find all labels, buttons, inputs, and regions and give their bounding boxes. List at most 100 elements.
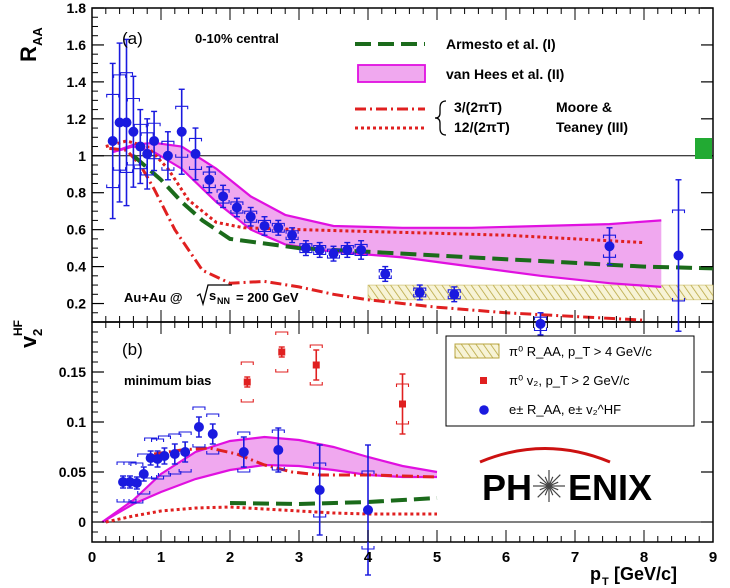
legend-moore12-label: 12/(2πT) <box>454 119 510 135</box>
yb-tick-label-2: 0.1 <box>67 414 87 430</box>
raa-electron-point-5 <box>142 148 153 159</box>
x-tick-label-4: 4 <box>364 549 373 566</box>
raa-electron-point-7 <box>162 150 173 161</box>
ya-tick-label-8: 1.8 <box>67 0 87 16</box>
panel-a-electron-points <box>106 38 686 336</box>
raa-electron-point-1 <box>114 117 125 128</box>
v2-electron-syst-bracket-5 <box>151 438 165 480</box>
raa-electron-point-8 <box>176 126 187 137</box>
raa-electron-point-24 <box>449 289 460 300</box>
x-tick-label-7: 7 <box>571 549 579 566</box>
v2-electron-point-11 <box>238 447 249 457</box>
v2-electron-point-13 <box>314 485 325 495</box>
raa-electron-point-13 <box>245 211 256 222</box>
panel-a-label: (a) <box>122 29 143 48</box>
v2-pi0-point-1 <box>278 348 286 356</box>
legend-moore-name-1: Moore & <box>556 99 612 115</box>
logo-star-ray <box>548 481 559 487</box>
v2-pi0-syst-bracket-0 <box>240 361 254 403</box>
v2-moore-12-curve <box>105 505 437 524</box>
raa-electron-point-25 <box>535 318 546 329</box>
raa-electron-point-26 <box>604 241 615 252</box>
raa-electron-point-19 <box>328 248 339 259</box>
system-prefix: Au+Au @ <box>124 290 183 305</box>
raa-electron-point-6 <box>149 135 160 146</box>
ya-tick-label-0: 0.2 <box>67 296 87 312</box>
logo-star-ray <box>539 481 550 487</box>
v2-moore-3-curve <box>153 446 438 479</box>
v2-electron-point-0 <box>118 477 129 487</box>
ya-tick-label-5: 1.2 <box>67 111 87 127</box>
panel-a-legend: Armesto et al. (I) van Hees et al. (II) … <box>355 36 628 136</box>
v2-pi0-point-0 <box>243 378 251 386</box>
logo-star-ray <box>548 485 559 491</box>
x-tick-label-1: 1 <box>157 549 165 566</box>
v2-electron-point-2 <box>131 478 142 488</box>
x-title-unit: [GeV/c] <box>614 564 677 584</box>
sqrt-sign-icon <box>196 284 232 307</box>
x-tick-label-8: 8 <box>640 549 648 566</box>
logo-text-left: PH <box>482 467 532 508</box>
sqrt-subscript: NN <box>217 296 230 306</box>
x-axis-title: p T [GeV/c] <box>590 564 677 588</box>
legend-moore3-label: 3/(2πT) <box>454 99 502 115</box>
x-tick-label-3: 3 <box>295 549 303 566</box>
logo-star-ray <box>537 474 550 487</box>
v2-electron-point-7 <box>169 449 180 459</box>
system-suffix: = 200 GeV <box>236 290 299 305</box>
logo-star-ray <box>544 476 550 487</box>
raa-electron-point-22 <box>380 268 391 279</box>
ya-tick-label-4: 1 <box>78 148 86 164</box>
y-title-raa-sub: AA <box>30 27 45 46</box>
yb-tick-label-0: 0 <box>78 514 86 530</box>
x-tick-label-6: 6 <box>502 549 510 566</box>
ya-tick-label-3: 0.8 <box>67 185 87 201</box>
raa-electron-point-27 <box>673 250 684 261</box>
legend-vanhees-swatch <box>357 64 426 83</box>
legend-pi0-raa-label: π⁰ R_AA, p_T > 4 GeV/c <box>509 344 652 359</box>
logo-star-ray <box>548 485 561 498</box>
raa-electron-point-4 <box>135 141 146 152</box>
raa-electron-point-21 <box>356 244 367 255</box>
v2-electron-syst-bracket-8 <box>178 431 192 473</box>
y-title-raa: R <box>16 46 41 62</box>
x-title-sub: T <box>602 576 609 588</box>
v2-electron-point-6 <box>159 451 170 461</box>
y-axis-title-b: v 2 HF <box>11 320 45 348</box>
v2-electron-syst-bracket-10 <box>206 413 220 455</box>
y-axis-title-a: R AA <box>16 27 45 62</box>
v2-electron-syst-bracket-9 <box>192 406 206 448</box>
panel-a-y-ticks: 0.2 0.4 0.6 0.8 1 1.2 1.4 1.6 1.8 <box>67 0 714 322</box>
system-label: Au+Au @ s NN = 200 GeV <box>124 284 299 307</box>
v2-pi0-syst-bracket-1 <box>275 331 289 373</box>
legend-vanhees-label: van Hees et al. (II) <box>446 66 564 82</box>
legend-brace-icon <box>434 100 447 136</box>
yb-tick-label-1: 0.05 <box>59 464 86 480</box>
sqrt-symbol: s <box>209 288 216 303</box>
v2-electron-point-3 <box>138 469 149 479</box>
raa-electron-point-23 <box>414 287 425 298</box>
panel-b-legend: π⁰ R_AA, p_T > 4 GeV/c π⁰ v₂, p_T > 2 Ge… <box>445 335 695 427</box>
ya-tick-label-7: 1.6 <box>67 37 87 53</box>
v2-electron-point-14 <box>363 505 373 515</box>
legend-electron-label: e± R_AA, e± v₂^HF <box>509 402 621 417</box>
legend-electron-marker <box>479 405 489 415</box>
systematic-uncertainty-box <box>695 138 712 159</box>
legend-pi0-v2-label: π⁰ v₂, p_T > 2 GeV/c <box>509 373 630 388</box>
ya-tick-label-6: 1.4 <box>67 74 87 90</box>
logo-star-ray <box>548 476 554 487</box>
raa-vanhees-band <box>112 142 662 287</box>
v2-electron-syst-bracket-0 <box>116 461 130 503</box>
ya-tick-label-2: 0.6 <box>67 222 87 238</box>
logo-star-ray <box>548 474 561 487</box>
raa-electron-point-12 <box>231 202 242 213</box>
raa-moore-3-curve <box>109 146 645 322</box>
v2-electron-point-10 <box>207 429 218 439</box>
x-tick-label-9: 9 <box>709 549 717 566</box>
legend-pi0-raa-swatch <box>454 343 500 359</box>
selection-label: minimum bias <box>124 373 211 388</box>
raa-electron-point-20 <box>342 244 353 255</box>
raa-electron-point-18 <box>314 244 325 255</box>
v2-electron-point-12 <box>273 445 284 455</box>
legend-armesto-label: Armesto et al. (I) <box>446 36 556 52</box>
